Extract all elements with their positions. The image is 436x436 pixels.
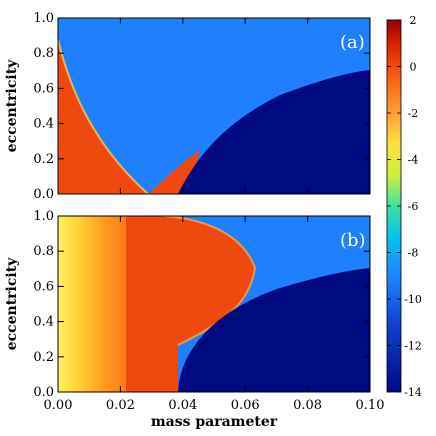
y-tick-label: 0.8: [33, 46, 54, 61]
colorbar-tick-label: -14: [404, 386, 422, 399]
y-axis-title: eccentricity: [4, 59, 20, 153]
colorbar-tick-label: -6: [408, 200, 419, 213]
y-tick-label: 0.2: [33, 152, 54, 167]
y-tick-label: 0.0: [33, 187, 54, 202]
colorbar-ticks: 2 0 -2 -4 -6 -8 -10 -12 -14: [387, 14, 422, 399]
y-axis-title: eccentricity: [4, 257, 20, 351]
colorbar-tick-label: 0: [410, 61, 417, 74]
x-tick-label: 0.02: [106, 398, 135, 413]
x-axis-title: mass parameter: [151, 414, 278, 430]
x-tick-label: 0.08: [293, 398, 322, 413]
panel-b-lower-right-region: [178, 268, 370, 392]
colorbar-tick-label: -8: [408, 247, 419, 260]
colorbar-tick-label: -12: [404, 340, 422, 353]
y-tick-label: 0.8: [33, 244, 54, 259]
x-tick-label: 0.00: [44, 398, 73, 413]
panel-a: [58, 18, 370, 194]
panel-b-yellow-band: [58, 216, 126, 392]
y-tick-label: 0.4: [33, 315, 54, 330]
y-tick-label: 0.2: [33, 350, 54, 365]
y-tick-label: 0.0: [33, 385, 54, 400]
axes-layer: 0.0 0.2 0.4 0.6 0.8 1.0 eccentricity 0.0 0.2 0.4 0…: [4, 11, 384, 430]
panel-b: [58, 216, 370, 392]
panel-b-frame: [57, 215, 371, 393]
panel-a-left-region: [58, 40, 148, 194]
panel-a-left-edge: [58, 39, 149, 194]
panel-b-label: (b): [340, 230, 366, 251]
y-tick-label: 0.6: [33, 81, 54, 96]
x-tick-label: 0.06: [231, 398, 260, 413]
panel-a-label: (a): [340, 32, 365, 53]
y-tick-label: 0.6: [33, 279, 54, 294]
colorbar-tick-label: -10: [404, 293, 422, 306]
y-tick-label: 1.0: [33, 209, 54, 224]
colorbar-tick-label: -2: [408, 107, 419, 120]
x-tick-label: 0.04: [168, 398, 197, 413]
colorbar-tick-label: 2: [410, 14, 417, 27]
y-tick-label: 0.4: [33, 117, 54, 132]
x-tick-label: 0.10: [356, 398, 385, 413]
y-tick-label: 1.0: [33, 11, 54, 26]
colorbar-tick-label: -4: [408, 154, 419, 167]
panel-a-lower-right-region: [178, 70, 370, 194]
panel-a-frame: [57, 17, 371, 195]
